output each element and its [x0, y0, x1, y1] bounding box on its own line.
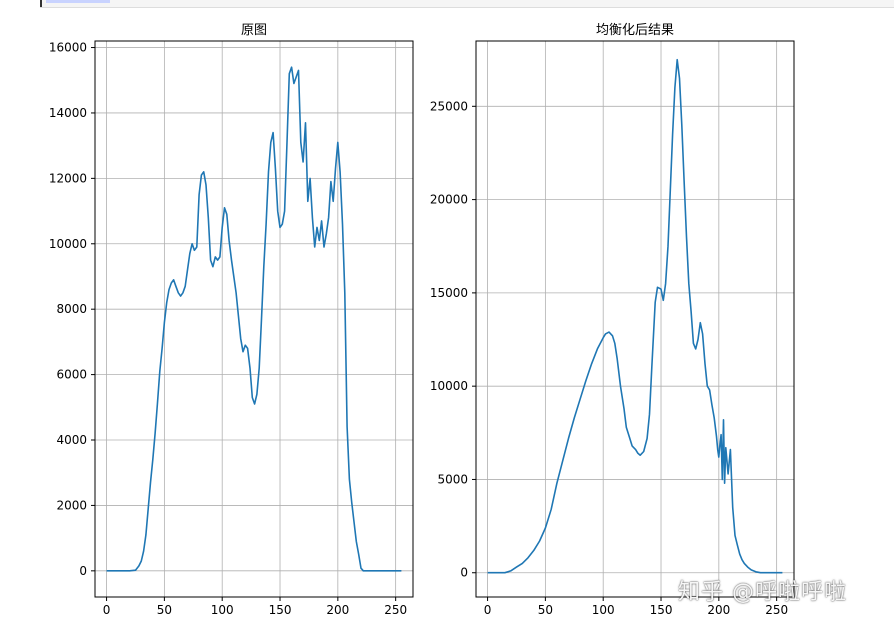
y-tick-label: 10000 [49, 237, 87, 251]
y-tick-label: 5000 [437, 472, 468, 486]
toolbar-strip [40, 0, 894, 8]
x-tick-label: 250 [765, 603, 788, 617]
zhihu-watermark: 知乎 @呼啦呼啦 [678, 580, 847, 605]
x-tick-label: 200 [707, 603, 730, 617]
equalized-histogram-panel: 0 50 100 150 200 250 0 5000 10000 15000 20000 25000… [430, 23, 795, 617]
y-tick-label: 8000 [56, 302, 87, 316]
histogram-line [487, 58, 783, 574]
axes-frame [475, 40, 795, 598]
y-tick-label: 4000 [56, 433, 87, 447]
y-tick-label: 0 [79, 564, 87, 578]
y-tick-label: 25000 [430, 99, 468, 113]
original-histogram-panel: 0 50 100 150 200 250 0 2000 4000 6000 8000 10000 120… [49, 23, 414, 617]
text-cursor [40, 0, 42, 7]
tab-highlight [46, 0, 110, 3]
y-tick-label: 0 [460, 566, 468, 580]
chart-title: 原图 [241, 23, 267, 38]
y-tick-label: 6000 [56, 368, 87, 382]
y-tick-label: 20000 [430, 193, 468, 207]
axes-frame [94, 40, 414, 598]
histogram-line [106, 66, 402, 572]
x-tick-label: 100 [592, 603, 615, 617]
chart-title: 均衡化后结果 [596, 23, 674, 38]
x-tick-label: 50 [538, 603, 553, 617]
y-tick-label: 12000 [49, 171, 87, 185]
x-tick-label: 250 [384, 603, 407, 617]
y-tick-label: 14000 [49, 106, 87, 120]
y-tick-label: 15000 [430, 286, 468, 300]
y-tick-label: 16000 [49, 41, 87, 55]
x-tick-label: 50 [157, 603, 172, 617]
y-tick-label: 2000 [56, 498, 87, 512]
x-tick-label: 150 [269, 603, 292, 617]
x-tick-label: 150 [650, 603, 673, 617]
x-tick-label: 0 [484, 603, 492, 617]
x-tick-label: 100 [211, 603, 234, 617]
y-tick-label: 10000 [430, 379, 468, 393]
x-tick-label: 0 [103, 603, 111, 617]
x-tick-label: 200 [326, 603, 349, 617]
